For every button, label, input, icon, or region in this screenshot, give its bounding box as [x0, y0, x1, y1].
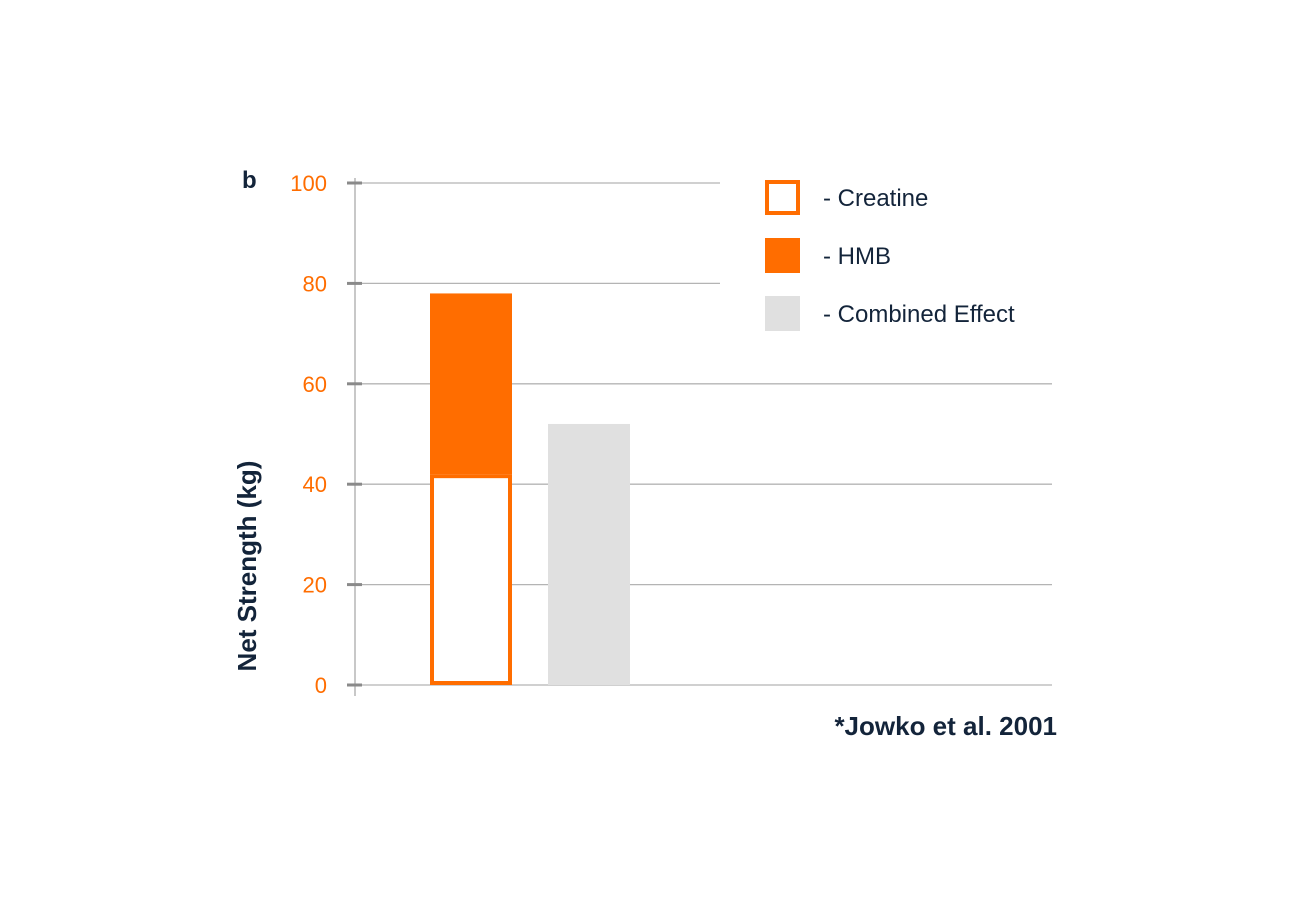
y-tick-label: 20 [303, 573, 327, 598]
bar-combined-effect [548, 423, 630, 685]
y-tick-label: 80 [303, 271, 327, 296]
legend-label: - Combined Effect [823, 301, 1015, 328]
y-tick-label: 100 [290, 171, 327, 196]
y-axis-label: Net Strength (kg) [232, 461, 262, 672]
legend: - Creatine - HMB - Combined Effect [765, 180, 1015, 331]
bar-creatine [430, 474, 512, 685]
y-tick-label: 0 [315, 673, 327, 698]
y-tick-label: 40 [303, 472, 327, 497]
y-tick-label: 60 [303, 372, 327, 397]
y-axis-ticks: 0 20 40 60 80 100 [290, 171, 362, 698]
bars [430, 293, 630, 685]
legend-label: - HMB [823, 243, 891, 270]
citation-annotation: *Jowko et al. 2001 [834, 711, 1057, 741]
legend-label: - Creatine [823, 185, 928, 212]
legend-swatch [765, 180, 800, 215]
legend-swatch [765, 296, 800, 331]
panel-label: b [242, 167, 257, 194]
legend-swatch [765, 238, 800, 273]
bar-hmb [430, 293, 512, 475]
